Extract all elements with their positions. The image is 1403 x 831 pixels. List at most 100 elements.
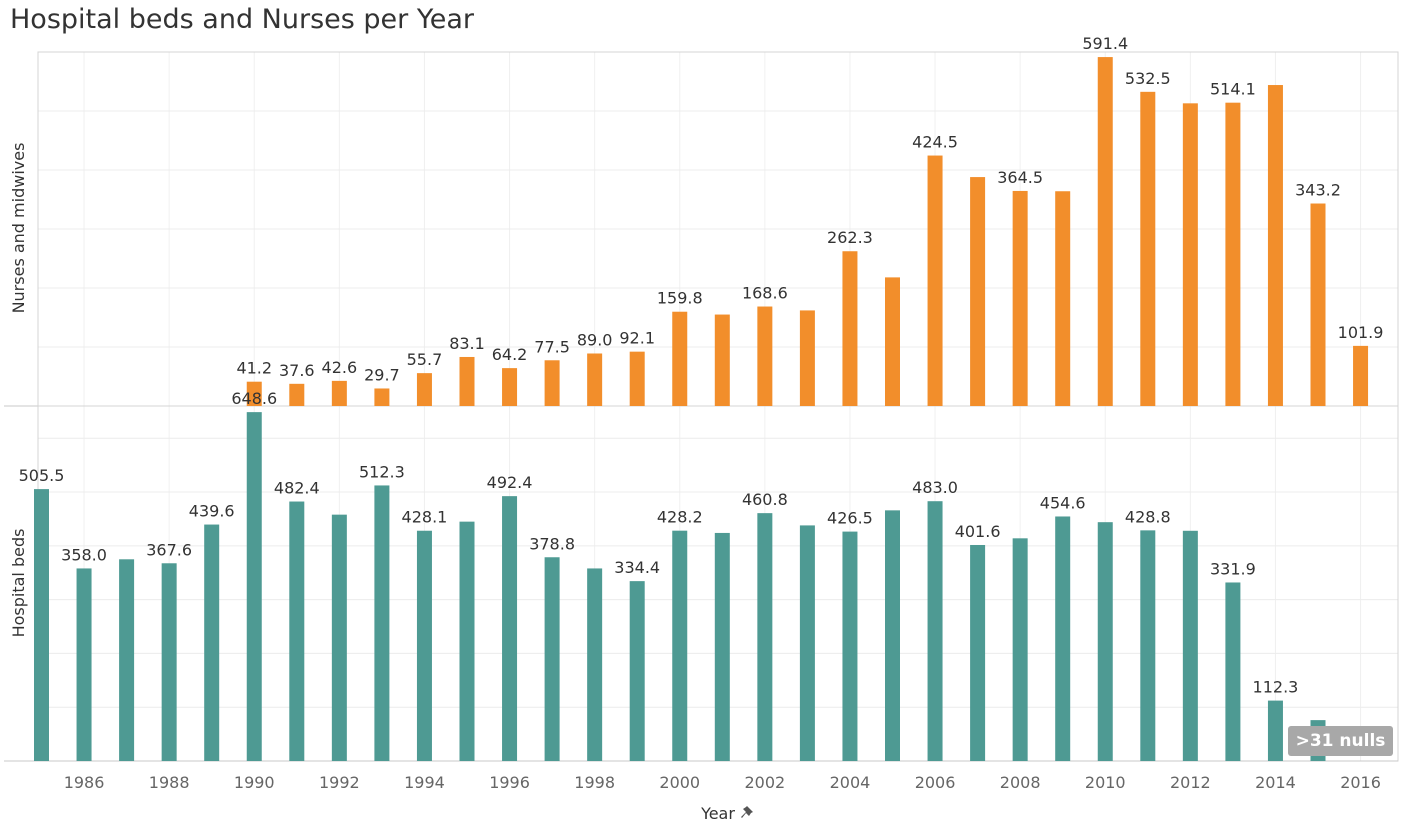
bar-hospital-beds-2012[interactable] <box>1182 530 1198 761</box>
data-label-nurses-1995: 83.1 <box>449 334 485 353</box>
x-axis-ticks: 1986 1988 1990 1992 1994 1996 1998 2000 2002 2004… <box>64 773 1381 792</box>
bar-hospital-beds-1985[interactable] <box>34 489 49 761</box>
x-axis-label[interactable]: Year <box>700 804 735 823</box>
bar-nurses-1991[interactable] <box>289 383 305 406</box>
data-label-nurses-2008: 364.5 <box>997 168 1043 187</box>
data-label-hospital-beds-2000: 428.2 <box>657 508 703 527</box>
bar-hospital-beds-2000[interactable] <box>672 530 688 761</box>
bars-layer <box>34 57 1369 761</box>
bar-nurses-1995[interactable] <box>459 356 475 406</box>
bar-hospital-beds-2013[interactable] <box>1225 582 1241 761</box>
x-tick-label-2014: 2014 <box>1255 773 1296 792</box>
bar-hospital-beds-1987[interactable] <box>119 559 135 761</box>
data-label-nurses-2010: 591.4 <box>1082 34 1128 53</box>
bar-nurses-1993[interactable] <box>374 388 390 406</box>
bar-hospital-beds-2008[interactable] <box>1012 538 1028 761</box>
bar-nurses-2009[interactable] <box>1055 191 1071 406</box>
x-tick-label-2012: 2012 <box>1170 773 1211 792</box>
data-label-hospital-beds-2006: 483.0 <box>912 478 958 497</box>
bar-nurses-2002[interactable] <box>757 306 773 406</box>
x-tick-label-1996: 1996 <box>489 773 530 792</box>
data-label-hospital-beds-1989: 439.6 <box>189 502 235 521</box>
bar-hospital-beds-2005[interactable] <box>885 510 900 761</box>
bar-hospital-beds-1989[interactable] <box>204 524 220 761</box>
data-label-nurses-1996: 64.2 <box>492 345 528 364</box>
bar-hospital-beds-1998[interactable] <box>587 568 603 761</box>
data-label-hospital-beds-2007: 401.6 <box>955 522 1001 541</box>
bar-nurses-2008[interactable] <box>1012 190 1028 406</box>
bar-hospital-beds-2003[interactable] <box>799 525 815 761</box>
bar-hospital-beds-1994[interactable] <box>416 530 432 761</box>
x-tick-label-1992: 1992 <box>319 773 360 792</box>
data-label-hospital-beds-2004: 426.5 <box>827 509 873 528</box>
data-label-nurses-2016: 101.9 <box>1338 323 1384 342</box>
bar-hospital-beds-1990[interactable] <box>246 412 262 761</box>
chart-title: Hospital beds and Nurses per Year <box>10 4 474 35</box>
bar-nurses-2011[interactable] <box>1140 91 1156 406</box>
bar-nurses-1998[interactable] <box>587 353 603 406</box>
bar-nurses-1992[interactable] <box>331 380 347 406</box>
bar-hospital-beds-2002[interactable] <box>757 513 773 761</box>
bar-nurses-1997[interactable] <box>544 360 560 406</box>
bar-hospital-beds-2004[interactable] <box>842 531 858 761</box>
data-label-nurses-2015: 343.2 <box>1295 181 1341 200</box>
x-tick-label-1998: 1998 <box>574 773 615 792</box>
data-label-hospital-beds-2014: 112.3 <box>1253 678 1299 697</box>
bar-hospital-beds-2001[interactable] <box>714 532 730 761</box>
bar-nurses-2007[interactable] <box>970 177 986 406</box>
bar-nurses-2014[interactable] <box>1267 85 1283 406</box>
bar-nurses-2003[interactable] <box>799 310 815 406</box>
pin-icon[interactable] <box>741 806 753 818</box>
bar-hospital-beds-1993[interactable] <box>374 485 390 761</box>
bar-hospital-beds-1999[interactable] <box>629 581 645 761</box>
bar-nurses-2001[interactable] <box>714 314 730 406</box>
bar-hospital-beds-1986[interactable] <box>76 568 92 761</box>
data-label-nurses-2004: 262.3 <box>827 228 873 247</box>
nulls-indicator-badge[interactable]: >31 nulls <box>1288 726 1393 756</box>
data-label-nurses-1994: 55.7 <box>407 350 443 369</box>
x-tick-label-1988: 1988 <box>149 773 190 792</box>
bar-hospital-beds-2011[interactable] <box>1140 530 1156 761</box>
bar-nurses-2000[interactable] <box>672 311 688 406</box>
bar-nurses-2004[interactable] <box>842 251 858 406</box>
bar-hospital-beds-1996[interactable] <box>502 496 518 761</box>
bar-nurses-2006[interactable] <box>927 155 943 406</box>
bar-nurses-2010[interactable] <box>1097 57 1113 406</box>
bar-nurses-1999[interactable] <box>629 351 645 406</box>
x-tick-label-2016: 2016 <box>1340 773 1381 792</box>
bar-nurses-2005[interactable] <box>885 277 900 406</box>
x-tick-label-1986: 1986 <box>64 773 105 792</box>
bar-hospital-beds-2009[interactable] <box>1055 516 1071 761</box>
bar-hospital-beds-1991[interactable] <box>289 501 305 761</box>
x-tick-label-1990: 1990 <box>234 773 275 792</box>
x-tick-label-1994: 1994 <box>404 773 445 792</box>
data-labels-layer: 41.2 37.6 42.6 29.7 55.7 83.1 64.2 77.5 89.0 92.1… <box>19 34 1384 697</box>
x-tick-label-2006: 2006 <box>915 773 956 792</box>
bar-hospital-beds-1992[interactable] <box>331 514 347 761</box>
bar-nurses-1996[interactable] <box>502 368 518 406</box>
bar-nurses-2015[interactable] <box>1310 203 1326 406</box>
data-label-hospital-beds-2002: 460.8 <box>742 490 788 509</box>
bar-nurses-1990[interactable] <box>246 381 262 406</box>
data-label-hospital-beds-1990: 648.6 <box>231 389 277 408</box>
data-label-hospital-beds-2011: 428.8 <box>1125 507 1171 526</box>
bar-hospital-beds-2010[interactable] <box>1097 522 1113 761</box>
bar-hospital-beds-2006[interactable] <box>927 501 943 761</box>
x-tick-label-2008: 2008 <box>1000 773 1041 792</box>
bar-hospital-beds-1997[interactable] <box>544 557 560 761</box>
data-label-nurses-1993: 29.7 <box>364 365 400 384</box>
bar-nurses-2016[interactable] <box>1353 345 1369 406</box>
bar-hospital-beds-2007[interactable] <box>970 544 986 761</box>
bar-nurses-1994[interactable] <box>416 373 432 406</box>
bar-hospital-beds-2014[interactable] <box>1267 700 1283 761</box>
bar-nurses-2012[interactable] <box>1182 103 1198 406</box>
bar-hospital-beds-1988[interactable] <box>161 563 177 761</box>
bar-hospital-beds-1995[interactable] <box>459 521 475 761</box>
x-tick-label-2004: 2004 <box>830 773 871 792</box>
y-axis-label-hospital-beds: Hospital beds <box>9 529 28 638</box>
data-label-nurses-1990: 41.2 <box>236 359 272 378</box>
data-label-nurses-2011: 532.5 <box>1125 69 1171 88</box>
data-label-hospital-beds-1994: 428.1 <box>402 508 448 527</box>
bar-nurses-2013[interactable] <box>1225 102 1241 406</box>
x-tick-label-2000: 2000 <box>659 773 700 792</box>
